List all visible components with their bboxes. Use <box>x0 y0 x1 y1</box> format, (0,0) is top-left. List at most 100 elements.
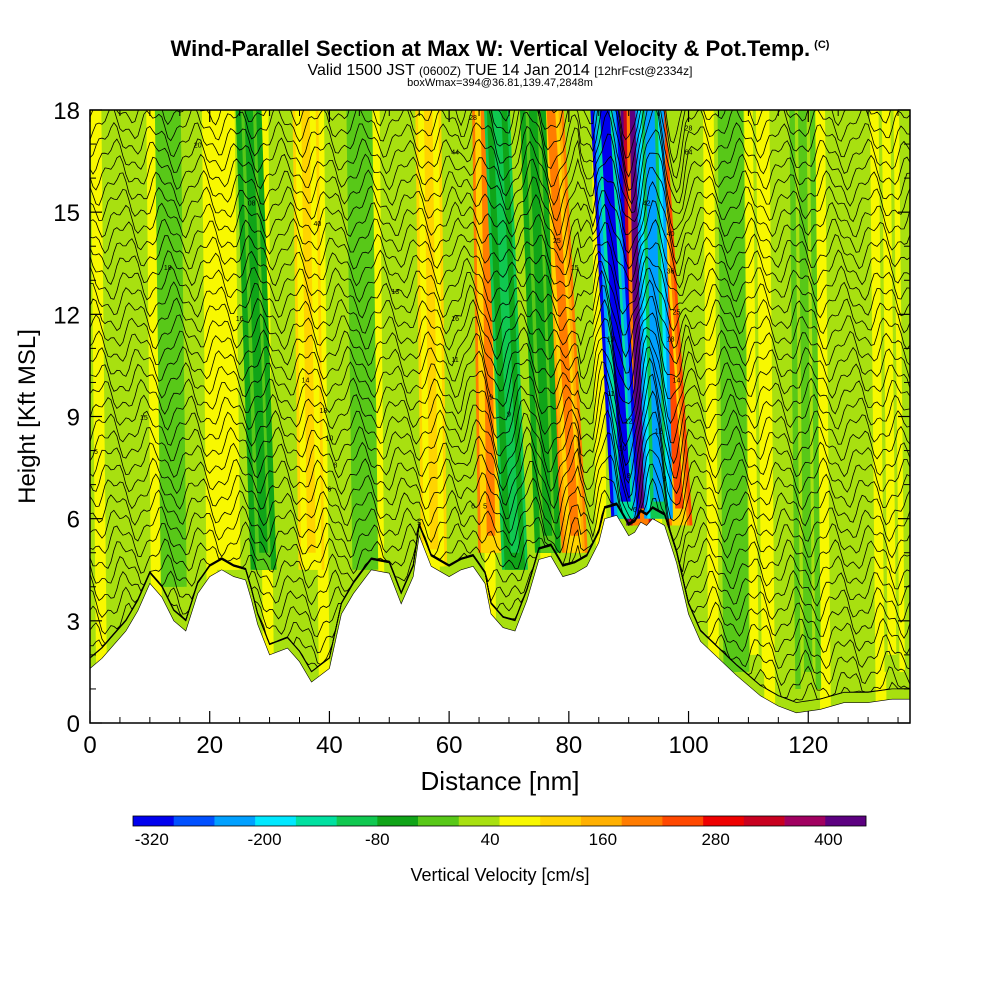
contour-label: 9 <box>489 394 493 401</box>
colorbar-swatch <box>784 816 826 826</box>
colorbar-swatch <box>621 816 663 826</box>
pot-temp-contour <box>90 250 910 315</box>
y-tick-label: 15 <box>53 200 80 227</box>
contour-label: 16 <box>451 316 459 323</box>
pot-temp-contour <box>90 498 910 573</box>
wave-stripe <box>183 110 201 723</box>
contour-label: 8 <box>333 463 337 470</box>
colorbar-swatch <box>662 816 704 826</box>
contour-label: 20 <box>194 142 202 149</box>
pot-temp-contour <box>90 219 910 289</box>
pot-temp-contour <box>90 129 910 214</box>
valid-zulu: (0600Z) <box>419 64 462 78</box>
contour-label: 13 <box>391 289 399 296</box>
colorbar-swatch <box>703 816 745 826</box>
pot-temp-contour <box>90 269 910 358</box>
x-tick-label: 80 <box>555 732 582 759</box>
y-tick-label: 3 <box>67 609 80 636</box>
pot-temp-contour <box>90 298 910 391</box>
y-tick-label: 6 <box>67 507 80 534</box>
pot-temp-contour <box>90 334 910 425</box>
contour-label: 9 <box>507 412 511 419</box>
velocity-field: 20 08 40 44 28 28 64 18 16 14 18 10 8 6 13 16 11 25 15 15 5 4… <box>90 110 910 723</box>
colorbar-swatch <box>540 816 582 826</box>
contour-label: 36 <box>667 268 675 275</box>
contour-label: 16 <box>236 316 244 323</box>
copyright-mark: (C) <box>814 38 830 51</box>
updraft-band-core <box>301 110 316 553</box>
wave-stripe <box>201 110 219 723</box>
pot-temp-contour <box>212 110 683 144</box>
contour-label: 5 <box>417 520 421 527</box>
x-tick-label: 60 <box>436 732 463 759</box>
contour-label: 8 <box>663 476 667 483</box>
wave-stripe <box>387 110 405 723</box>
chart-title: Wind-Parallel Section at Max W: Vertical… <box>0 36 1000 62</box>
updraft-band-core <box>629 110 646 509</box>
updraft-band-core <box>744 110 759 655</box>
y-tick-label: 18 <box>53 98 80 125</box>
pot-temp-contour <box>90 432 910 522</box>
colorbar-swatch <box>458 816 500 826</box>
colorbar-swatch <box>580 816 622 826</box>
wave-stripe <box>109 110 126 723</box>
chart-subtitle: Valid 1500 JST (0600Z) TUE 14 Jan 2014 [… <box>0 62 1000 80</box>
wave-stripe <box>832 110 850 723</box>
colorbar-swatch <box>214 816 256 826</box>
x-tick-label: 20 <box>196 732 223 759</box>
contour-label: 14 <box>673 377 681 384</box>
wave-stripe <box>331 110 349 723</box>
colorbar-swatch <box>743 816 785 826</box>
colorbar-swatch <box>499 816 541 826</box>
x-tick-label: 0 <box>83 732 96 759</box>
x-tick-label: 40 <box>316 732 343 759</box>
contour-label: 6 <box>471 503 475 510</box>
contour-labels: 20 08 40 44 28 28 64 18 16 14 18 10 8 6 13 16 11 25 15 15 5 4… <box>94 115 693 537</box>
contour-label: 15 <box>140 415 148 422</box>
contour-label: 10 <box>619 446 627 453</box>
pot-temp-contour <box>90 240 910 296</box>
colorbar-swatch <box>377 816 419 826</box>
contour-label: 14 <box>302 377 310 384</box>
contour-label: 18 <box>320 408 328 415</box>
wave-stripe <box>146 110 164 723</box>
wave-stripe <box>517 110 535 723</box>
y-tick-label: 0 <box>67 711 80 738</box>
downdraft-band-core <box>528 110 553 536</box>
contour-label: 28 <box>469 115 477 122</box>
colorbar-swatch <box>173 816 215 826</box>
wave-stripe <box>276 110 293 723</box>
valid-date: TUE 14 Jan 2014 <box>465 62 590 79</box>
pot-temp-contour <box>90 199 910 276</box>
pot-temp-contour <box>90 409 910 512</box>
pot-temp-contour <box>90 110 910 194</box>
pot-temp-contour <box>90 260 910 336</box>
contour-label: 6 <box>633 507 637 514</box>
y-tick-label: 9 <box>67 405 80 432</box>
contour-label: 28 <box>685 125 693 132</box>
pot-temp-contour <box>90 181 910 265</box>
colorbar-swatch <box>336 816 378 826</box>
colorbar-tick-label: -200 <box>248 830 282 849</box>
downdraft-band-core <box>797 110 813 672</box>
colorbar-tick-label: 160 <box>589 830 617 849</box>
valid-time: Valid 1500 JST <box>307 62 415 79</box>
contour-label: 15 <box>571 265 579 272</box>
colorbar: -320 -200 -80 40 160 280 400 Vertical Velocity … <box>132 815 867 885</box>
contour-label: 44 <box>451 149 459 156</box>
box-info: boxWmax=394@36.81,139.47,2848m <box>407 77 593 89</box>
contour-label: 08 <box>248 200 256 207</box>
colorbar-swatch <box>295 816 337 826</box>
contour-label: 18 <box>164 265 172 272</box>
pot-temp-contour <box>90 390 910 499</box>
downdraft-band-core <box>244 110 268 553</box>
contour-label: 13 <box>607 337 615 344</box>
contour-label: 25 <box>673 309 681 316</box>
contour-label: 40 <box>314 221 322 228</box>
pot-temp-contour <box>90 318 910 405</box>
pot-temp-contour <box>90 110 910 205</box>
x-tick-label: 100 <box>669 732 709 759</box>
downdraft-band-core <box>492 110 520 553</box>
colorbar-swatch <box>418 816 460 826</box>
